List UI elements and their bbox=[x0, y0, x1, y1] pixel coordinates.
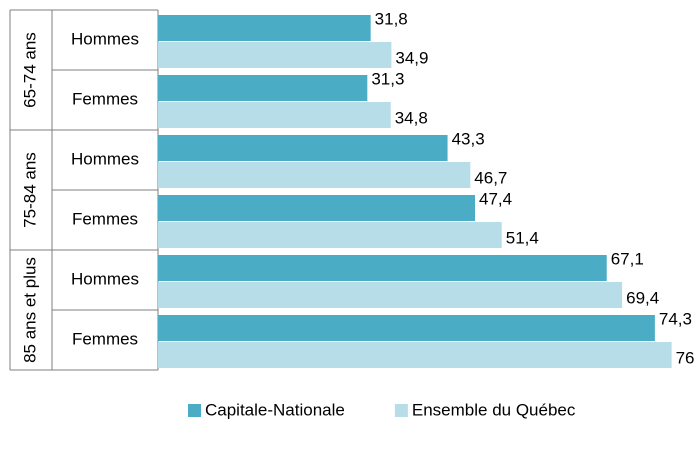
bar bbox=[158, 315, 655, 341]
bar bbox=[158, 255, 607, 281]
bar bbox=[158, 195, 475, 221]
bar bbox=[158, 42, 392, 68]
data-label: 43,3 bbox=[452, 129, 485, 148]
data-label: 51,4 bbox=[506, 228, 539, 247]
legend-label: Capitale-Nationale bbox=[205, 400, 345, 419]
data-label: 31,3 bbox=[371, 69, 404, 88]
data-label: 34,8 bbox=[395, 108, 428, 127]
data-label: 69,4 bbox=[626, 288, 659, 307]
category-label: Femmes bbox=[72, 209, 138, 228]
bar bbox=[158, 75, 368, 101]
bar bbox=[158, 162, 471, 188]
legend-swatch bbox=[188, 404, 201, 417]
data-label: 31,8 bbox=[375, 9, 408, 28]
data-label: 47,4 bbox=[479, 189, 512, 208]
data-label: 34,9 bbox=[395, 48, 428, 67]
data-label: 46,7 bbox=[474, 168, 507, 187]
data-label: 74,3 bbox=[659, 309, 692, 328]
category-label: Femmes bbox=[72, 89, 138, 108]
group-label: 65-74 ans bbox=[20, 32, 39, 108]
bar bbox=[158, 342, 672, 368]
category-label: Femmes bbox=[72, 329, 138, 348]
bar bbox=[158, 222, 502, 248]
bar bbox=[158, 15, 371, 41]
bar bbox=[158, 135, 448, 161]
data-label: 67,1 bbox=[611, 249, 644, 268]
legend-swatch bbox=[394, 404, 408, 417]
group-label: 85 ans et plus bbox=[20, 257, 39, 363]
bar bbox=[158, 102, 391, 128]
group-label: 75-84 ans bbox=[20, 152, 39, 228]
category-label: Hommes bbox=[71, 269, 139, 288]
category-label: Hommes bbox=[71, 29, 139, 48]
data-label: 76,8 bbox=[676, 348, 696, 367]
bar bbox=[158, 282, 623, 308]
category-label: Hommes bbox=[71, 149, 139, 168]
legend-label: Ensemble du Québec bbox=[412, 400, 576, 419]
